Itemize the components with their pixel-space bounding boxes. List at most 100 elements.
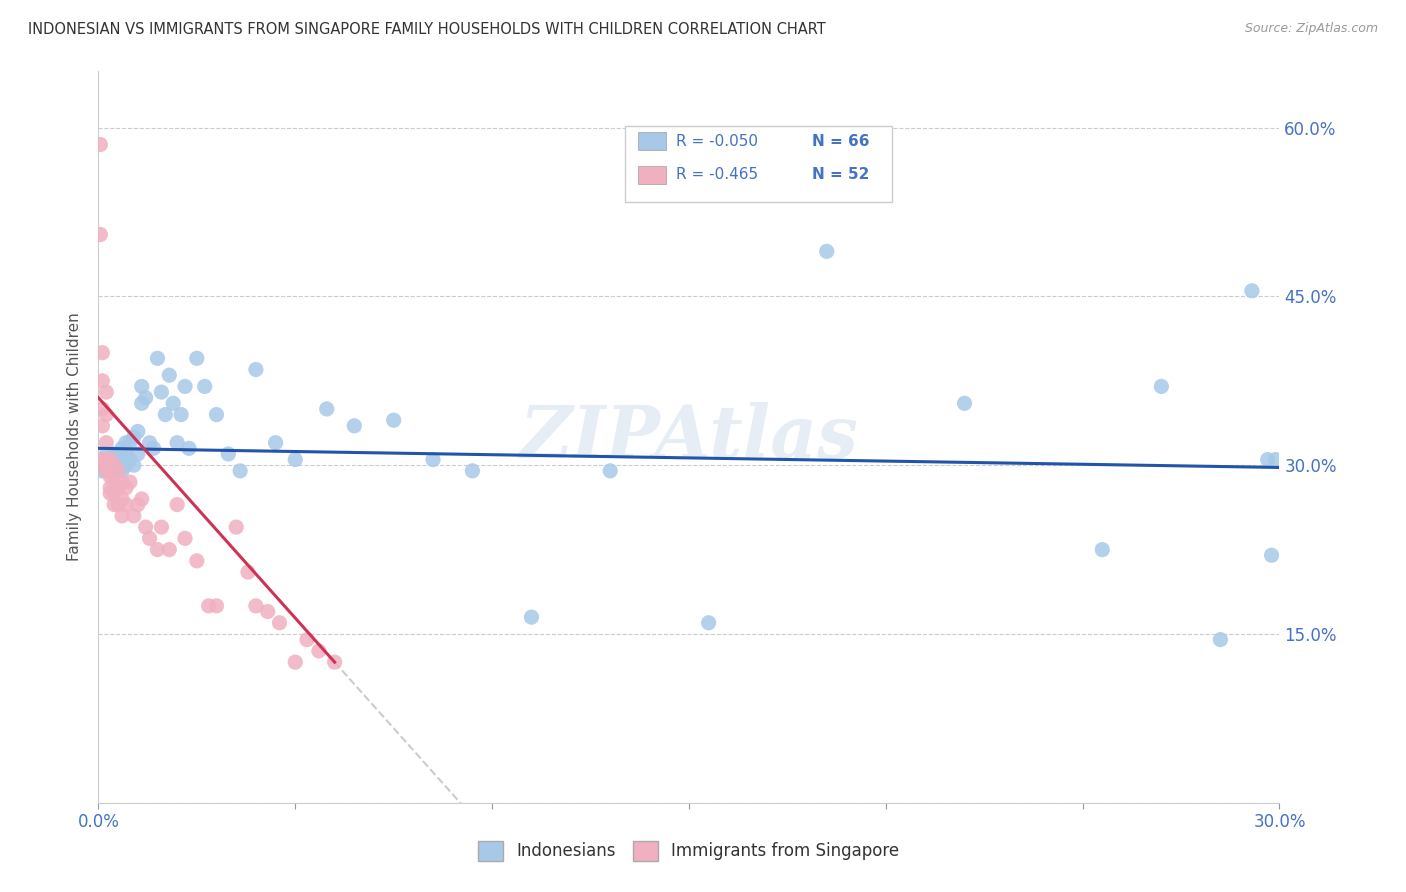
Point: [131, 491, 153, 506]
Point: [91, 452, 114, 467]
Point: [245, 599, 267, 613]
Point: [461, 464, 484, 478]
Point: [166, 498, 188, 512]
Point: [98, 464, 121, 478]
Point: [98, 458, 121, 473]
Point: [166, 435, 188, 450]
Point: [1209, 632, 1232, 647]
Point: [150, 520, 173, 534]
Point: [177, 442, 200, 456]
Point: [98, 481, 121, 495]
Point: [103, 475, 125, 489]
Point: [174, 532, 197, 546]
Point: [1260, 548, 1282, 562]
Point: [1240, 284, 1263, 298]
Point: [103, 458, 125, 473]
Point: [98, 486, 121, 500]
Point: [284, 452, 307, 467]
Point: [107, 498, 129, 512]
Point: [91, 345, 114, 359]
Point: [122, 458, 145, 473]
Point: [245, 362, 267, 376]
Point: [89, 227, 111, 242]
Point: [115, 481, 138, 495]
Point: [146, 351, 169, 366]
Point: [115, 435, 138, 450]
Point: [103, 447, 125, 461]
Point: [217, 447, 239, 461]
Point: [107, 481, 129, 495]
Point: [205, 408, 228, 422]
Point: [118, 452, 141, 467]
Text: INDONESIAN VS IMMIGRANTS FROM SINGAPORE FAMILY HOUSEHOLDS WITH CHILDREN CORRELAT: INDONESIAN VS IMMIGRANTS FROM SINGAPORE …: [28, 22, 825, 37]
Text: N = 52: N = 52: [813, 168, 869, 183]
Point: [115, 458, 138, 473]
Point: [205, 599, 228, 613]
Point: [107, 458, 129, 473]
Point: [138, 435, 160, 450]
Point: [157, 542, 180, 557]
Point: [96, 435, 118, 450]
Point: [96, 464, 118, 478]
Point: [91, 418, 114, 433]
Point: [186, 554, 208, 568]
Point: [269, 615, 291, 630]
Point: [103, 486, 125, 500]
Point: [194, 379, 217, 393]
Point: [422, 452, 444, 467]
Point: [142, 442, 165, 456]
Point: [96, 408, 118, 422]
Point: [146, 542, 169, 557]
Point: [107, 464, 129, 478]
Point: [127, 447, 149, 461]
Point: [315, 401, 337, 416]
Text: R = -0.050: R = -0.050: [676, 134, 758, 149]
Point: [155, 408, 177, 422]
Point: [135, 391, 157, 405]
Point: [91, 464, 114, 478]
Point: [174, 379, 197, 393]
Point: [115, 447, 138, 461]
Point: [91, 452, 114, 467]
Point: [127, 498, 149, 512]
Point: [343, 418, 366, 433]
Point: [118, 435, 141, 450]
Point: [284, 655, 307, 669]
Legend: Indonesians, Immigrants from Singapore: Indonesians, Immigrants from Singapore: [472, 834, 905, 868]
Point: [107, 464, 129, 478]
Point: [127, 425, 149, 439]
Point: [98, 469, 121, 483]
Point: [103, 458, 125, 473]
Point: [131, 396, 153, 410]
Point: [96, 452, 118, 467]
Point: [225, 520, 247, 534]
Text: R = -0.465: R = -0.465: [676, 168, 758, 183]
Point: [229, 464, 252, 478]
Point: [111, 508, 134, 523]
Point: [122, 430, 145, 444]
Point: [91, 374, 114, 388]
Point: [1091, 542, 1114, 557]
Point: [96, 458, 118, 473]
Text: ZIPAtlas: ZIPAtlas: [520, 401, 858, 473]
Point: [382, 413, 405, 427]
Point: [107, 447, 129, 461]
Point: [107, 452, 129, 467]
Point: [186, 351, 208, 366]
Point: [118, 475, 141, 489]
Point: [295, 632, 318, 647]
Point: [256, 605, 278, 619]
Text: Source: ZipAtlas.com: Source: ZipAtlas.com: [1244, 22, 1378, 36]
Point: [103, 452, 125, 467]
Point: [197, 599, 219, 613]
Point: [1257, 452, 1279, 467]
Point: [98, 452, 121, 467]
Point: [170, 408, 193, 422]
Point: [697, 615, 720, 630]
Point: [111, 442, 134, 456]
Point: [96, 464, 118, 478]
Point: [122, 508, 145, 523]
Point: [103, 498, 125, 512]
Point: [111, 491, 134, 506]
Point: [599, 464, 621, 478]
